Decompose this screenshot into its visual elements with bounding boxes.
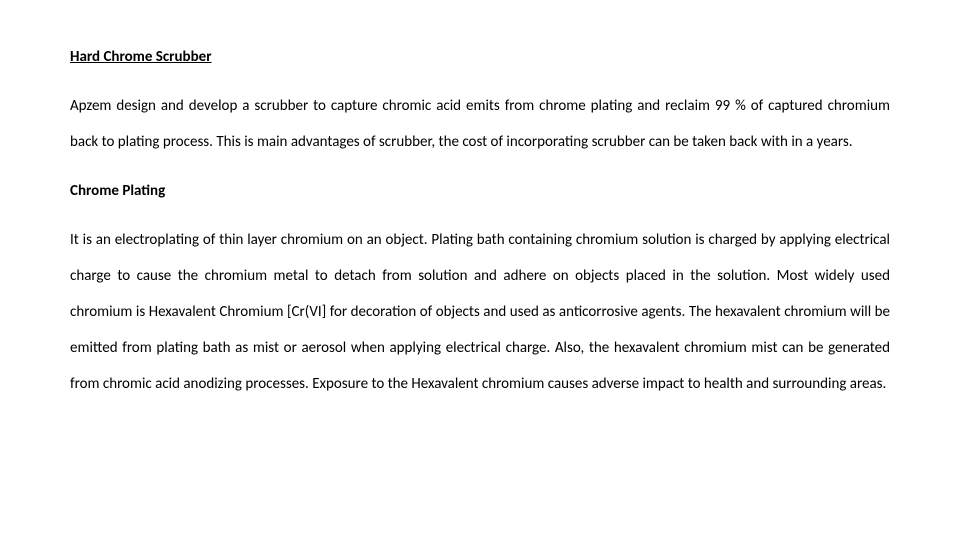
section-heading-chrome-plating: Chrome Plating xyxy=(70,182,890,200)
section-heading-hard-chrome-scrubber: Hard Chrome Scrubber xyxy=(70,48,890,66)
paragraph-chrome-plating-description: It is an electroplating of thin layer ch… xyxy=(70,222,890,402)
paragraph-scrubber-description: Apzem design and develop a scrubber to c… xyxy=(70,88,890,160)
